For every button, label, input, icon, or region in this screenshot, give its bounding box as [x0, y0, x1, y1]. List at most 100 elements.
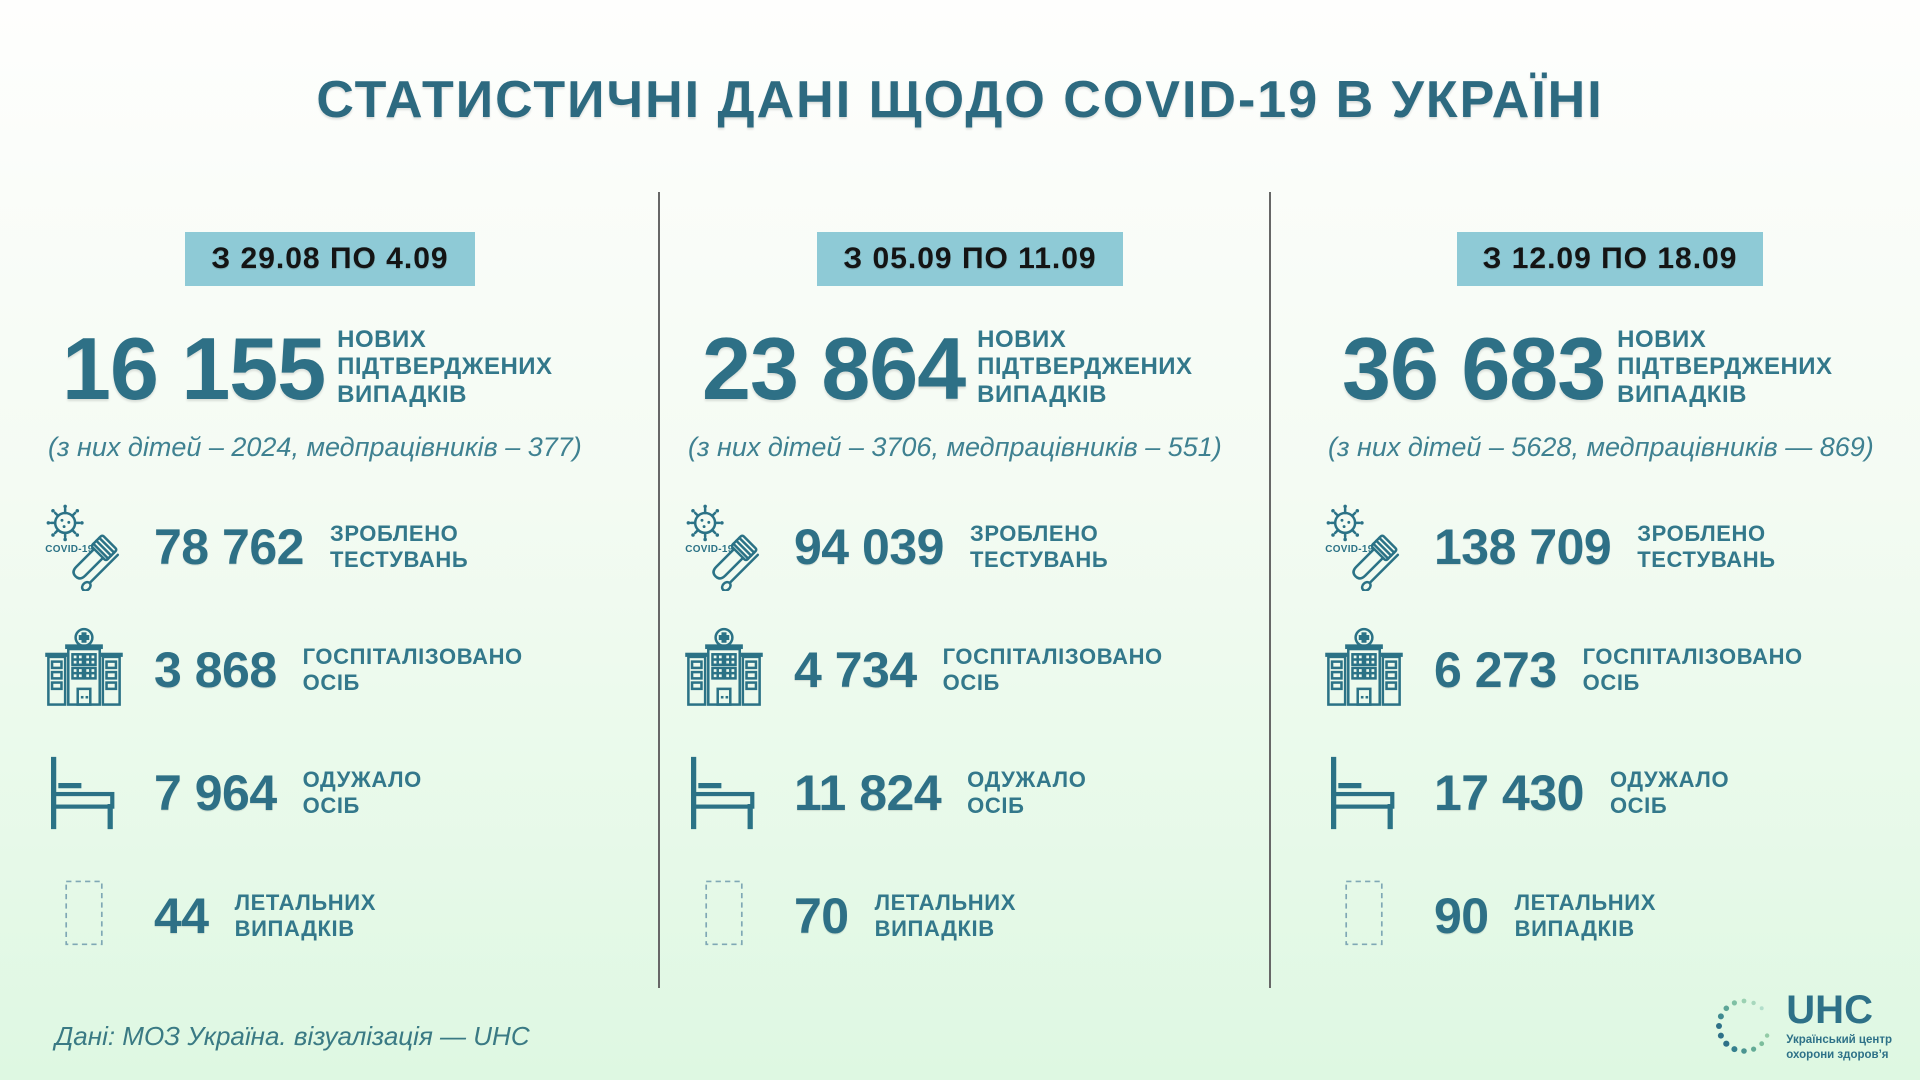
- stat-label-line: ОСІБ: [967, 793, 1025, 819]
- stat-label-line: ОСІБ: [1609, 793, 1668, 819]
- stat-label-line: ЗРОБЛЕНО: [329, 521, 459, 547]
- coffin-icon: [1320, 872, 1408, 960]
- stat-label-line: ТЕСТУВАНЬ: [1637, 547, 1776, 573]
- period-badge: З 05.09 ПО 11.09: [817, 232, 1123, 286]
- uhc-logo-ring-icon: [1712, 994, 1776, 1058]
- column-divider-1: [658, 192, 660, 988]
- new-cases-label-line: ПІДТВЕРДЖЕНИХ: [337, 353, 553, 381]
- stat-label-line: ГОСПІТАЛІЗОВАНО: [302, 644, 523, 670]
- stat-rows: 94 039 ЗРОБЛЕНО ТЕСТУВАНЬ 4 734 ГОСПІТАЛ…: [680, 501, 1260, 962]
- new-cases-label-line: ВИПАДКІВ: [337, 380, 467, 408]
- hospitalized-row: 6 273 ГОСПІТАЛІЗОВАНО ОСІБ: [1320, 624, 1900, 716]
- stat-label-line: ЛЕТАЛЬНИХ: [234, 890, 376, 916]
- tests-row: 78 762 ЗРОБЛЕНО ТЕСТУВАНЬ: [40, 501, 620, 593]
- hospitalized-value: 3 868: [154, 642, 277, 699]
- covid-test-icon: [40, 503, 128, 591]
- new-cases-label-line: НОВИХ: [977, 326, 1067, 353]
- uhc-logo-name: Український центр охорони здоров’я: [1786, 1033, 1892, 1062]
- bed-icon: [1320, 749, 1408, 837]
- uhc-logo-abbr: UHC: [1786, 988, 1873, 1033]
- new-cases-value: 16 155: [62, 319, 326, 419]
- bed-icon: [40, 749, 128, 837]
- hospital-icon: [1320, 626, 1408, 714]
- deaths-value: 90: [1434, 888, 1489, 945]
- uhc-logo: UHC Український центр охорони здоров’я: [1712, 990, 1892, 1062]
- recovered-label: ОДУЖАЛО ОСІБ: [1610, 767, 1729, 819]
- hospitalized-value: 6 273: [1434, 642, 1557, 699]
- week-column-1: З 29.08 ПО 4.09 16 155 НОВИХ ПІДТВЕРДЖЕН…: [0, 232, 640, 962]
- stat-label-line: ЛЕТАЛЬНИХ: [874, 890, 1016, 916]
- deaths-value: 70: [794, 888, 849, 945]
- recovered-label: ОДУЖАЛО ОСІБ: [303, 767, 422, 819]
- recovered-value: 11 824: [794, 765, 942, 822]
- page-title: СТАТИСТИЧНІ ДАНІ ЩОДО COVID-19 В УКРАЇНІ: [316, 71, 1604, 129]
- uhc-logo-name-line: охорони здоров’я: [1786, 1048, 1889, 1061]
- stats-columns: З 29.08 ПО 4.09 16 155 НОВИХ ПІДТВЕРДЖЕН…: [0, 232, 1920, 962]
- deaths-row: 44 ЛЕТАЛЬНИХ ВИПАДКІВ: [40, 870, 620, 962]
- stat-rows: 78 762 ЗРОБЛЕНО ТЕСТУВАНЬ 3 868 ГОСПІТАЛ…: [40, 501, 620, 962]
- recovered-value: 7 964: [154, 765, 277, 822]
- new-cases-label-line: ПІДТВЕРДЖЕНИХ: [977, 353, 1193, 381]
- recovered-row: 11 824 ОДУЖАЛО ОСІБ: [680, 747, 1260, 839]
- coffin-icon: [40, 872, 128, 960]
- cases-breakdown-note: (з них дітей – 3706, медпрацівників – 55…: [688, 432, 1222, 463]
- new-cases-block: 16 155 НОВИХ ПІДТВЕРДЖЕНИХ ВИПАДКІВ: [40, 319, 620, 419]
- new-cases-value: 36 683: [1342, 319, 1606, 419]
- new-cases-block: 23 864 НОВИХ ПІДТВЕРДЖЕНИХ ВИПАДКІВ: [680, 319, 1260, 419]
- new-cases-value: 23 864: [702, 319, 966, 419]
- tests-row: 94 039 ЗРОБЛЕНО ТЕСТУВАНЬ: [680, 501, 1260, 593]
- stat-label-line: ОСІБ: [1582, 670, 1640, 696]
- uhc-logo-text: UHC Український центр охорони здоров’я: [1786, 990, 1892, 1062]
- stat-label-line: ЗРОБЛЕНО: [969, 521, 1099, 547]
- cases-breakdown-note: (з них дітей – 5628, медпрацівників — 86…: [1328, 432, 1874, 463]
- uhc-logo-name-line: Український центр: [1786, 1034, 1892, 1047]
- deaths-row: 90 ЛЕТАЛЬНИХ ВИПАДКІВ: [1320, 870, 1900, 962]
- tests-label: ЗРОБЛЕНО ТЕСТУВАНЬ: [1637, 521, 1775, 573]
- data-source-note: Дані: МОЗ Україна. візуалізація — UHC: [55, 1021, 530, 1051]
- tests-value: 78 762: [154, 519, 304, 576]
- new-cases-label-line: НОВИХ: [337, 326, 427, 353]
- hospital-icon: [680, 626, 768, 714]
- new-cases-label-line: ВИПАДКІВ: [1617, 380, 1747, 408]
- stat-label-line: ОСІБ: [302, 670, 360, 696]
- tests-row: 138 709 ЗРОБЛЕНО ТЕСТУВАНЬ: [1320, 501, 1900, 593]
- hospital-icon: [40, 626, 128, 714]
- stat-label-line: ОДУЖАЛО: [1609, 767, 1730, 793]
- period-badge: З 29.08 ПО 4.09: [185, 232, 475, 286]
- recovered-value: 17 430: [1434, 765, 1584, 822]
- tests-value: 94 039: [794, 519, 944, 576]
- stat-label-line: ГОСПІТАЛІЗОВАНО: [942, 644, 1163, 670]
- tests-label: ЗРОБЛЕНО ТЕСТУВАНЬ: [970, 521, 1108, 573]
- stat-label-line: ОСІБ: [302, 793, 360, 819]
- hospitalized-row: 3 868 ГОСПІТАЛІЗОВАНО ОСІБ: [40, 624, 620, 716]
- hospitalized-label: ГОСПІТАЛІЗОВАНО ОСІБ: [1583, 644, 1803, 696]
- deaths-label: ЛЕТАЛЬНИХ ВИПАДКІВ: [875, 890, 1016, 942]
- covid-test-icon: [680, 503, 768, 591]
- covid-test-icon: [1320, 503, 1408, 591]
- stat-label-line: ТЕСТУВАНЬ: [329, 547, 469, 573]
- new-cases-label: НОВИХ ПІДТВЕРДЖЕНИХ ВИПАДКІВ: [977, 326, 1192, 410]
- week-column-2: З 05.09 ПО 11.09 23 864 НОВИХ ПІДТВЕРДЖЕ…: [640, 232, 1280, 962]
- new-cases-label-line: ВИПАДКІВ: [977, 380, 1107, 408]
- deaths-label: ЛЕТАЛЬНИХ ВИПАДКІВ: [1515, 890, 1656, 942]
- stat-label-line: ОДУЖАЛО: [302, 767, 422, 793]
- stat-label-line: ОДУЖАЛО: [967, 767, 1087, 793]
- hospitalized-value: 4 734: [794, 642, 917, 699]
- recovered-row: 7 964 ОДУЖАЛО ОСІБ: [40, 747, 620, 839]
- week-column-3: З 12.09 ПО 18.09 36 683 НОВИХ ПІДТВЕРДЖЕ…: [1280, 232, 1920, 962]
- column-divider-2: [1269, 192, 1271, 988]
- stat-label-line: ВИПАДКІВ: [234, 916, 355, 942]
- new-cases-label: НОВИХ ПІДТВЕРДЖЕНИХ ВИПАДКІВ: [337, 326, 552, 410]
- hospitalized-row: 4 734 ГОСПІТАЛІЗОВАНО ОСІБ: [680, 624, 1260, 716]
- recovered-label: ОДУЖАЛО ОСІБ: [967, 767, 1086, 819]
- stat-label-line: ВИПАДКІВ: [874, 916, 995, 942]
- new-cases-label-line: НОВИХ: [1617, 326, 1707, 353]
- hospitalized-label: ГОСПІТАЛІЗОВАНО ОСІБ: [943, 644, 1163, 696]
- stat-label-line: ТЕСТУВАНЬ: [969, 547, 1109, 573]
- stat-label-line: ВИПАДКІВ: [1514, 916, 1635, 942]
- bed-icon: [680, 749, 768, 837]
- recovered-row: 17 430 ОДУЖАЛО ОСІБ: [1320, 747, 1900, 839]
- stat-label-line: ОСІБ: [942, 670, 1000, 696]
- coffin-icon: [680, 872, 768, 960]
- cases-breakdown-note: (з них дітей – 2024, медпрацівників – 37…: [48, 432, 582, 463]
